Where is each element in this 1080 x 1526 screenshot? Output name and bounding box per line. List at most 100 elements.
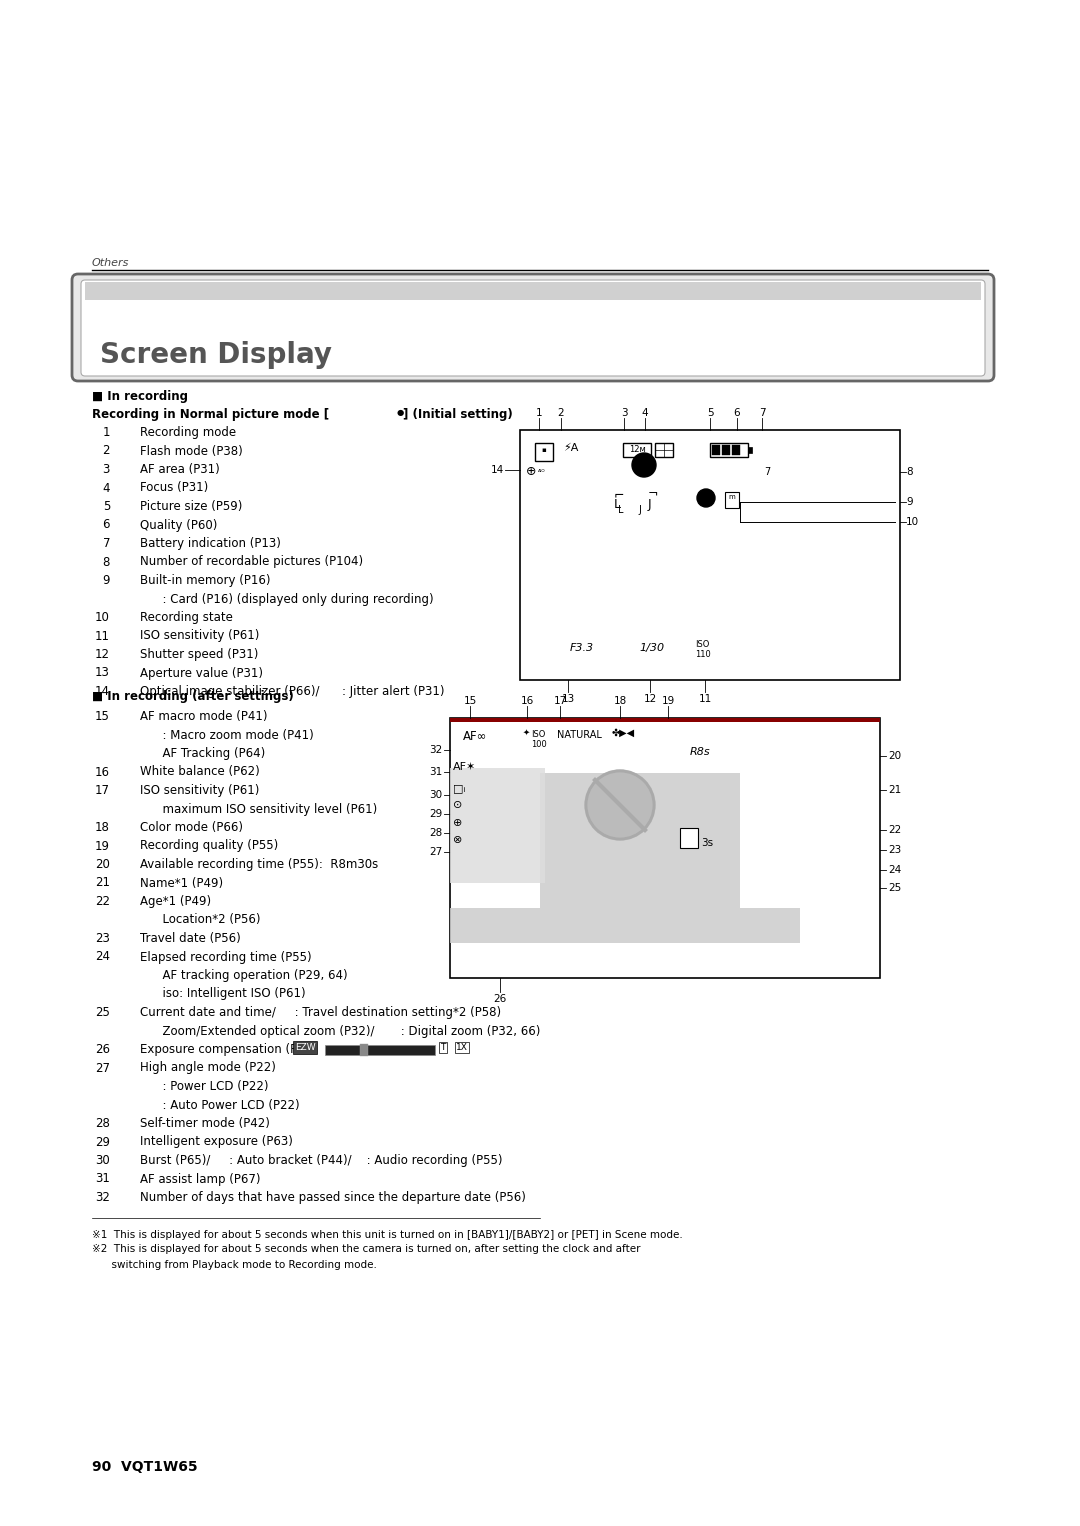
Bar	[723, 446, 730, 455]
Text: AF Tracking (P64): AF Tracking (P64)	[140, 748, 266, 760]
Bar	[680, 829, 698, 848]
Circle shape	[632, 453, 656, 478]
Text: ※1  This is displayed for about 5 seconds when this unit is turned on in [BABY1]: ※1 This is displayed for about 5 seconds…	[92, 1230, 683, 1239]
Text: 9: 9	[103, 574, 110, 588]
Text: ▪: ▪	[542, 447, 546, 453]
Text: 3: 3	[621, 407, 627, 418]
Text: J: J	[638, 505, 640, 514]
Text: 4: 4	[642, 407, 648, 418]
Text: m: m	[729, 494, 735, 501]
Text: ✤▶◀: ✤▶◀	[612, 728, 635, 739]
Text: White balance (P62): White balance (P62)	[140, 766, 260, 778]
Text: 15: 15	[95, 710, 110, 723]
Text: ⚡A: ⚡A	[563, 443, 579, 453]
Bar	[623, 443, 651, 456]
Bar	[748, 447, 752, 453]
Bar	[325, 1045, 435, 1054]
Text: 30: 30	[429, 790, 442, 800]
Text: Exposure compensation (P43): Exposure compensation (P43)	[140, 1042, 316, 1056]
Text: 25: 25	[95, 1006, 110, 1019]
Text: 2: 2	[103, 444, 110, 458]
Text: F3.3: F3.3	[570, 642, 594, 653]
Text: Elapsed recording time (P55): Elapsed recording time (P55)	[140, 951, 312, 963]
Text: 1: 1	[536, 407, 542, 418]
Text: 11: 11	[95, 630, 110, 642]
Text: 7: 7	[764, 467, 770, 478]
Text: 5: 5	[103, 501, 110, 513]
Text: 30: 30	[95, 1154, 110, 1167]
Text: Screen Display: Screen Display	[100, 340, 332, 369]
Text: 19: 19	[95, 839, 110, 853]
Bar	[710, 443, 748, 456]
Text: 18: 18	[613, 696, 626, 707]
Text: ᴬᴵᴼ: ᴬᴵᴼ	[538, 470, 545, 476]
Text: Current date and time/     : Travel destination setting*2 (P58): Current date and time/ : Travel destinat…	[140, 1006, 501, 1019]
Text: Optical image stabilizer (P66)/      : Jitter alert (P31): Optical image stabilizer (P66)/ : Jitter…	[140, 685, 445, 697]
Bar	[535, 443, 553, 461]
Text: 6: 6	[103, 519, 110, 531]
Bar	[85, 282, 981, 301]
Text: Shutter speed (P31): Shutter speed (P31)	[140, 649, 258, 661]
Bar	[725, 491, 739, 508]
Text: 12: 12	[644, 694, 657, 703]
Text: Recording quality (P55): Recording quality (P55)	[140, 839, 279, 853]
Text: 18: 18	[95, 821, 110, 835]
FancyBboxPatch shape	[81, 279, 985, 375]
Text: 12: 12	[95, 649, 110, 661]
Text: AF area (P31): AF area (P31)	[140, 462, 219, 476]
Text: 7: 7	[103, 537, 110, 549]
Text: 24: 24	[888, 865, 901, 874]
Text: 28: 28	[429, 829, 442, 838]
Text: 3s: 3s	[701, 838, 713, 848]
Text: 4: 4	[103, 482, 110, 494]
Text: Location*2 (P56): Location*2 (P56)	[140, 914, 260, 926]
Text: : Card (P16) (displayed only during recording): : Card (P16) (displayed only during reco…	[140, 592, 434, 606]
Text: ⊕: ⊕	[453, 818, 462, 829]
Text: L: L	[615, 497, 621, 511]
Text: 20: 20	[888, 751, 901, 761]
Text: Others: Others	[92, 258, 130, 269]
Text: 32: 32	[429, 745, 442, 755]
Text: 2: 2	[557, 407, 565, 418]
Text: 29: 29	[95, 1135, 110, 1149]
Text: iso: Intelligent ISO (P61): iso: Intelligent ISO (P61)	[140, 987, 306, 1001]
Text: ISO sensitivity (P61): ISO sensitivity (P61)	[140, 784, 259, 797]
Text: 32: 32	[95, 1190, 110, 1204]
Text: AF tracking operation (P29, 64): AF tracking operation (P29, 64)	[140, 969, 348, 983]
Text: Self-timer mode (P42): Self-timer mode (P42)	[140, 1117, 270, 1129]
Text: ■ In recording: ■ In recording	[92, 391, 188, 403]
Text: Travel date (P56): Travel date (P56)	[140, 932, 241, 945]
Bar	[540, 774, 740, 908]
Text: 8: 8	[103, 555, 110, 569]
Text: : Auto Power LCD (P22): : Auto Power LCD (P22)	[140, 1099, 299, 1111]
Text: T: T	[441, 1042, 446, 1051]
Text: 1: 1	[103, 426, 110, 439]
Text: 23: 23	[95, 932, 110, 945]
Text: 14: 14	[490, 465, 504, 475]
Text: 13: 13	[562, 694, 575, 703]
Text: Quality (P60): Quality (P60)	[140, 519, 217, 531]
Text: 31: 31	[429, 768, 442, 777]
Bar	[732, 446, 740, 455]
Text: 13: 13	[95, 667, 110, 679]
Circle shape	[697, 488, 715, 507]
Text: 8: 8	[906, 467, 913, 478]
Bar	[519, 430, 900, 681]
Text: EZW: EZW	[295, 1042, 315, 1051]
Bar	[360, 1044, 368, 1056]
Text: 29: 29	[429, 809, 442, 819]
Text: AF macro mode (P41): AF macro mode (P41)	[140, 710, 268, 723]
Text: 5: 5	[706, 407, 713, 418]
Text: ISO: ISO	[696, 639, 710, 649]
Text: Focus (P31): Focus (P31)	[140, 482, 208, 494]
Text: Built-in memory (P16): Built-in memory (P16)	[140, 574, 270, 588]
Text: Name*1 (P49): Name*1 (P49)	[140, 876, 224, 890]
Text: Intelligent exposure (P63): Intelligent exposure (P63)	[140, 1135, 293, 1149]
Text: 22: 22	[95, 896, 110, 908]
Text: Battery indication (P13): Battery indication (P13)	[140, 537, 281, 549]
Text: Flash mode (P38): Flash mode (P38)	[140, 444, 243, 458]
Text: 19: 19	[661, 696, 675, 707]
Text: 16: 16	[95, 766, 110, 778]
Text: L: L	[618, 505, 623, 514]
Text: 21: 21	[888, 784, 901, 795]
